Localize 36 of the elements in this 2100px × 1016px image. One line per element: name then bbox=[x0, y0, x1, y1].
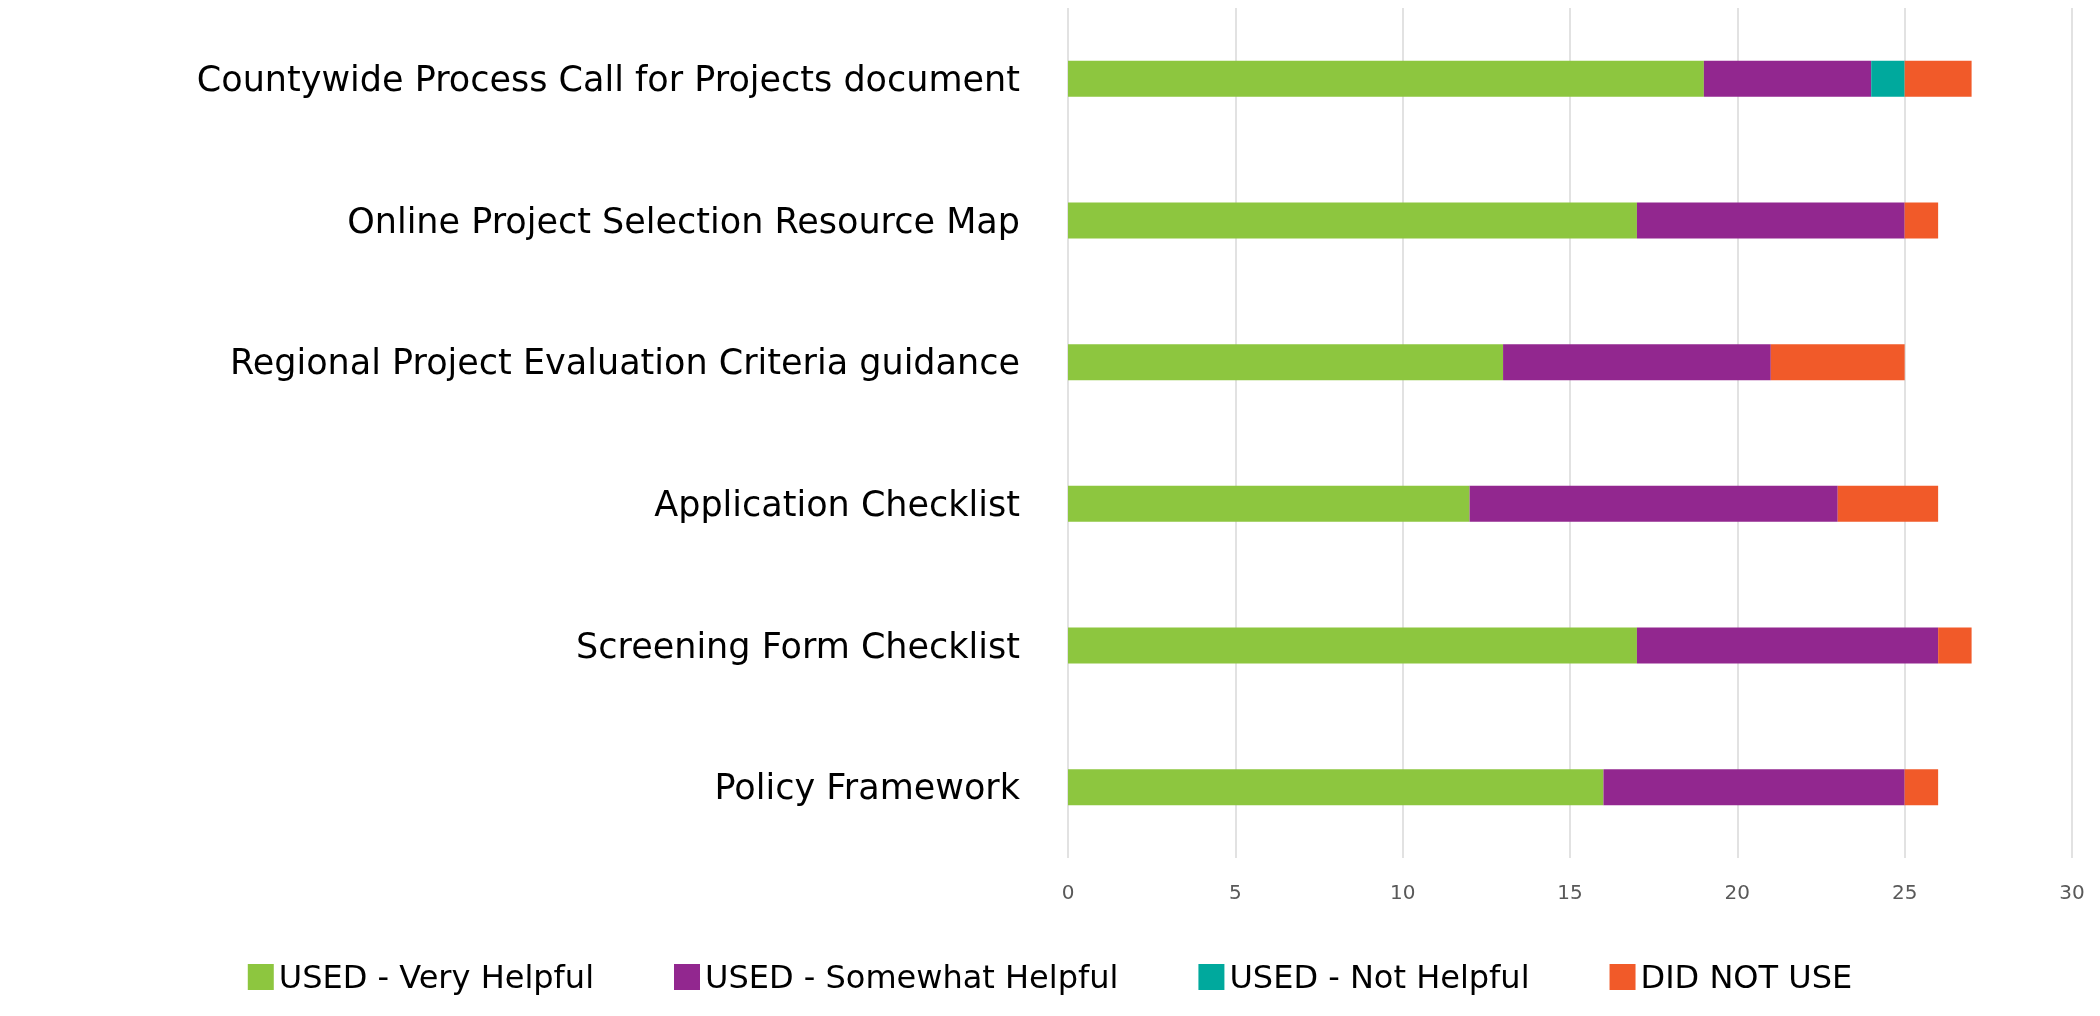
y-tick-label: Online Project Selection Resource Map bbox=[347, 200, 1020, 241]
legend-label: USED - Not Helpful bbox=[1229, 958, 1530, 996]
bar bbox=[1503, 344, 1771, 381]
bar bbox=[1904, 202, 1939, 239]
bar bbox=[1938, 627, 1972, 664]
y-tick-label: Policy Framework bbox=[714, 767, 1021, 808]
x-tick-label: 10 bbox=[1389, 880, 1416, 904]
bar bbox=[1068, 60, 1704, 97]
y-tick-label: Application Checklist bbox=[654, 483, 1020, 524]
bar bbox=[1837, 485, 1939, 522]
y-tick-label: Screening Form Checklist bbox=[576, 625, 1020, 666]
bar bbox=[1904, 769, 1939, 806]
x-tick-label: 20 bbox=[1724, 880, 1751, 904]
x-tick-label: 30 bbox=[2059, 880, 2085, 904]
y-tick-label: Regional Project Evaluation Criteria guidance bbox=[229, 342, 1020, 383]
x-tick-label: 25 bbox=[1891, 880, 1918, 904]
bar bbox=[1636, 202, 1905, 239]
y-tick-label: Countywide Process Call for Projects document bbox=[196, 58, 1020, 99]
legend-label: USED - Very Helpful bbox=[278, 958, 595, 996]
legend-label: DID NOT USE bbox=[1640, 958, 1853, 996]
bar bbox=[1770, 344, 1905, 381]
x-tick-label: 0 bbox=[1061, 880, 1075, 904]
bar bbox=[1636, 627, 1939, 664]
bar bbox=[1871, 60, 1905, 97]
bar bbox=[1068, 485, 1470, 522]
bar bbox=[1703, 60, 1872, 97]
legend-label: USED - Somewhat Helpful bbox=[705, 958, 1119, 996]
bar bbox=[1603, 769, 1905, 806]
bar bbox=[1904, 60, 1972, 97]
bar bbox=[1469, 485, 1838, 522]
x-tick-label: 5 bbox=[1228, 880, 1242, 904]
x-tick-label: 15 bbox=[1557, 880, 1583, 904]
bar bbox=[1068, 202, 1637, 239]
bar bbox=[1068, 344, 1504, 381]
bar bbox=[1068, 627, 1637, 664]
bar bbox=[1068, 769, 1604, 806]
